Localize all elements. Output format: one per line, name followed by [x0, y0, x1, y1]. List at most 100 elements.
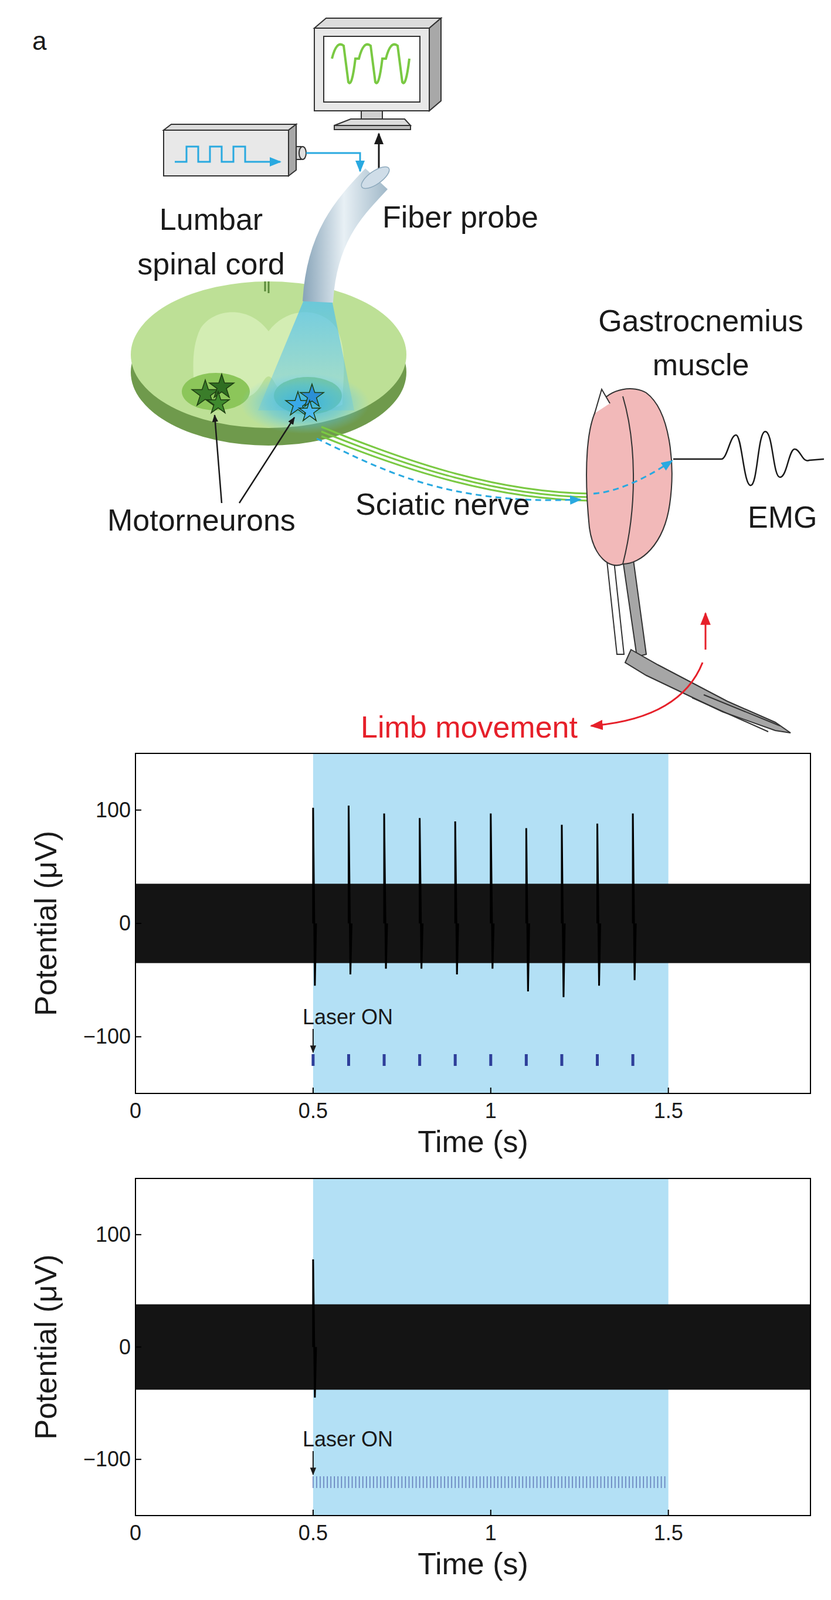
plot-frame: [135, 753, 811, 1094]
laser-pulse: [405, 1476, 407, 1489]
laser-pulse: [582, 1476, 585, 1489]
label-limb-movement: Limb movement: [360, 710, 578, 745]
spike: [597, 823, 601, 986]
laser-pulse: [369, 1476, 371, 1489]
y-tick-label: 100: [95, 1222, 131, 1247]
laser-pulse: [422, 1476, 425, 1489]
laser-pulse: [311, 1054, 315, 1067]
light-path-arrow: [306, 153, 361, 172]
laser-pulse: [589, 1476, 592, 1489]
annotation-text: Laser ON: [302, 1427, 393, 1452]
laser-pulse: [524, 1054, 528, 1067]
monitor-stand: [361, 110, 383, 120]
y-tick: [135, 1459, 142, 1461]
movement-arrow: [591, 662, 703, 727]
noise-band: [135, 883, 811, 963]
laser-pulse: [490, 1476, 492, 1489]
label-motorneurons: Motorneurons: [107, 503, 296, 538]
laser-pulse: [344, 1476, 347, 1489]
laser-pulse: [355, 1476, 357, 1489]
laser-pulse: [533, 1476, 535, 1489]
laser-pulse: [376, 1476, 378, 1489]
cord-sulcus: [265, 281, 269, 294]
gastrocnemius: [586, 388, 673, 566]
x-tick: [134, 1087, 137, 1094]
laser-pulse: [443, 1476, 446, 1489]
laser-pulse: [614, 1476, 616, 1489]
monitor-screen: [323, 36, 420, 103]
stimulus-pulses: [174, 146, 281, 162]
laser-pulse: [476, 1476, 478, 1489]
laser-pulse: [316, 1476, 318, 1489]
laser-pulse: [621, 1476, 623, 1489]
stimulator-top: [163, 124, 297, 131]
label-gastrocnemius: Gastrocnemius: [598, 303, 804, 338]
stimulator-connector-end: [299, 146, 307, 160]
plot-marks: [135, 1178, 811, 1516]
monitor-side: [429, 18, 442, 111]
laser-pulse: [511, 1476, 513, 1489]
x-tick-label: 1: [484, 1521, 497, 1546]
laser-pulse: [458, 1476, 460, 1489]
laser-pulse: [433, 1476, 435, 1489]
spike: [419, 818, 423, 969]
laser-pulse: [643, 1476, 645, 1489]
laser-pulse: [554, 1476, 556, 1489]
label-emg: EMG: [747, 500, 817, 535]
laser-pulse: [628, 1476, 630, 1489]
laser-pulse: [646, 1476, 649, 1489]
stimulator-front: [163, 130, 289, 176]
light-glow: [240, 372, 370, 434]
signal-path-muscle: [593, 460, 673, 494]
laser-pulse: [653, 1476, 656, 1489]
laser-pulse: [493, 1476, 495, 1489]
laser-pulse: [568, 1476, 570, 1489]
laser-pulse: [341, 1476, 343, 1489]
monitor-base: [334, 119, 411, 126]
femur-end: [594, 389, 610, 414]
laser-pulse: [611, 1476, 613, 1489]
laser-pulse: [390, 1476, 392, 1489]
spike: [490, 813, 494, 969]
x-tick-label: 1: [484, 1099, 497, 1124]
y-tick-label: −100: [83, 1447, 131, 1472]
laser-pulse: [323, 1476, 325, 1489]
laser-pulse: [500, 1476, 503, 1489]
laser-pulse: [483, 1476, 485, 1489]
laser-pulse: [607, 1476, 609, 1489]
laser-pulse: [631, 1054, 635, 1067]
laser-pulse: [351, 1476, 354, 1489]
muscle-lobe: [622, 396, 634, 565]
y-tick: [135, 1036, 142, 1038]
laser-pulse: [600, 1476, 602, 1489]
x-tick-label: 0.5: [298, 1099, 328, 1124]
spike: [526, 828, 529, 992]
panel-label: a: [32, 26, 47, 56]
laser-pulse: [632, 1476, 634, 1489]
x-tick: [490, 1510, 492, 1516]
laser-pulse: [365, 1476, 368, 1489]
x-axis-title: Time (s): [417, 1547, 529, 1582]
laser-pulse: [426, 1476, 428, 1489]
laser-pulse: [529, 1476, 531, 1489]
motorneuron-blue: [300, 384, 324, 407]
laser-pulse: [465, 1476, 467, 1489]
laser-pulse: [504, 1476, 506, 1489]
laser-pulse: [639, 1476, 641, 1489]
label-lumbar: Lumbar: [159, 202, 263, 237]
laser-pulse: [486, 1476, 488, 1489]
x-tick-label: 0: [129, 1521, 142, 1546]
laser-pulse: [394, 1476, 396, 1489]
motorneuron-blue: [299, 400, 321, 421]
spike: [348, 805, 352, 975]
laser-pulse: [358, 1476, 361, 1489]
laser-pulse: [348, 1476, 350, 1489]
spike: [384, 813, 388, 969]
plot-marks: [135, 753, 811, 1094]
laser-pulse: [575, 1476, 577, 1489]
laser-pulse: [618, 1476, 620, 1489]
laser-pulse: [440, 1476, 442, 1489]
laser-pulse: [330, 1476, 332, 1489]
y-axis-title: Potential (μV): [28, 831, 63, 1017]
laser-pulse: [550, 1476, 552, 1489]
